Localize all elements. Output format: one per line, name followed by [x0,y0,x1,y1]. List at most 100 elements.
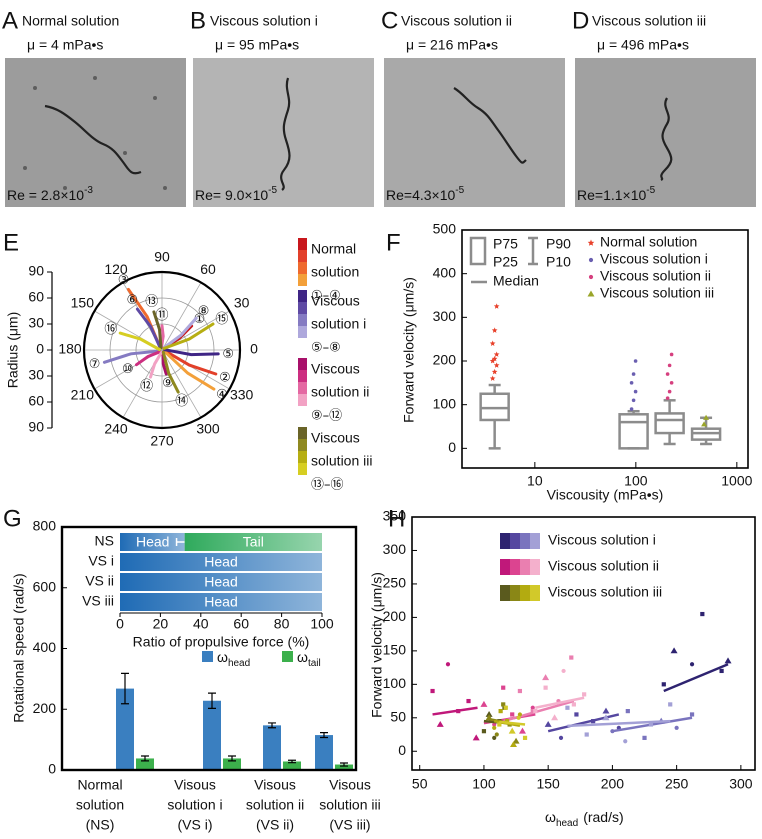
bacterium [44,104,142,175]
legend-swatch [298,274,307,286]
bar [223,758,241,770]
legend-text: Viscous [311,430,360,446]
inset-x-axis-label: Ratio of propulsive force (%) [133,634,310,650]
photo-speck [163,186,167,190]
bacterium [280,77,291,191]
point [530,705,535,710]
box [479,392,510,422]
point [602,707,610,714]
legend-swatch [510,585,520,601]
y-axis-label: Rotational speed (rad/s) [11,573,27,722]
angle-label: 330 [230,387,254,403]
x-axis-label-part: head [556,818,578,829]
photo [384,58,565,207]
legend-text: Viscous [311,293,360,309]
legend-text: Viscous solution ii [548,558,659,574]
angle-label: 60 [200,261,216,277]
panel-letter: E [3,229,19,256]
point [661,682,666,687]
legend-text: Viscous solution ii [600,268,711,284]
y-tick-label: 30 [28,367,44,383]
inset-bar [120,553,322,571]
panel-letter: H [388,505,405,532]
point [508,727,516,734]
inset-category-label: VS i [88,553,114,569]
point [518,727,526,734]
bar [116,688,134,770]
bar [335,764,353,770]
y-tick-label: 100 [433,395,457,411]
x-tick-label: solution [76,797,124,813]
point [558,735,564,740]
inset-bar-label: Head [204,574,237,590]
trajectory-label: ③ [118,273,130,288]
point [629,407,634,411]
legend-text: solution iii [311,453,372,469]
x-tick-label: Visous [174,777,216,793]
panel-letter: G [3,505,22,532]
x-tick-label: 150 [536,776,560,792]
bar [315,735,333,770]
point [498,709,503,714]
bacterium [660,97,673,181]
point [485,710,493,717]
bacterium [453,87,527,164]
point [533,709,538,714]
photo [575,58,756,207]
point [543,685,548,690]
panel-letter: D [572,7,589,34]
x-tick-label: Normal [77,777,122,793]
error-bar [228,755,236,762]
photo-speck [63,186,67,190]
y-axis-label: Radius (μm) [5,312,21,389]
inset-x-tick-label: 40 [193,616,209,632]
x-tick-label: 10 [527,473,543,489]
point [631,398,636,403]
radius-ring [135,323,189,377]
trajectory [149,351,163,379]
point [489,375,496,381]
legend-whisker-icon [528,236,538,266]
x-tick-label: 1000 [721,473,752,489]
fit-line [663,663,729,693]
point [516,715,521,720]
legend-swatch [530,559,540,575]
legend-swatch [298,314,307,326]
x-tick-label: Visous [329,777,371,793]
point [544,720,552,727]
legend-text: Viscous solution i [600,251,708,267]
trajectory [162,316,198,350]
inset-bar-label: Head [136,534,169,550]
point [436,720,444,727]
legend-text-part: head [228,658,250,669]
x-tick-label: 100 [624,473,648,489]
reynolds-number-part: Re=4.3×10 [386,187,455,203]
x-tick-label: solution i [167,797,222,813]
trajectory-label: ⑪ [155,308,168,323]
legend-swatch [520,533,530,549]
point [669,381,674,385]
legend-swatch [298,439,307,451]
legend-swatch [298,358,307,370]
trajectory [163,348,220,357]
point [492,722,497,727]
point [642,735,647,740]
trajectory-label: ⑫ [140,379,153,394]
legend-text: ⑤–⑧ [311,341,341,356]
reynolds-number-part: Re = 2.8×10 [7,187,84,203]
legend-text: Normal solution [600,234,697,250]
inset-bar-label: Tail [243,534,264,550]
legend-text: P25 [493,254,518,270]
legend-swatch [298,250,307,262]
trajectory-label: ⑧ [198,304,210,319]
inset-x-tick-label: 0 [116,616,124,632]
legend-text-part: ω [297,649,308,665]
y-tick-label: 250 [383,575,407,591]
point [561,668,566,674]
trajectory-label: ⑩ [122,362,134,377]
legend-swatch [500,533,510,549]
point [517,712,523,717]
x-tick-label: (VS iii) [329,817,370,833]
y-tick-label: 150 [383,642,407,658]
